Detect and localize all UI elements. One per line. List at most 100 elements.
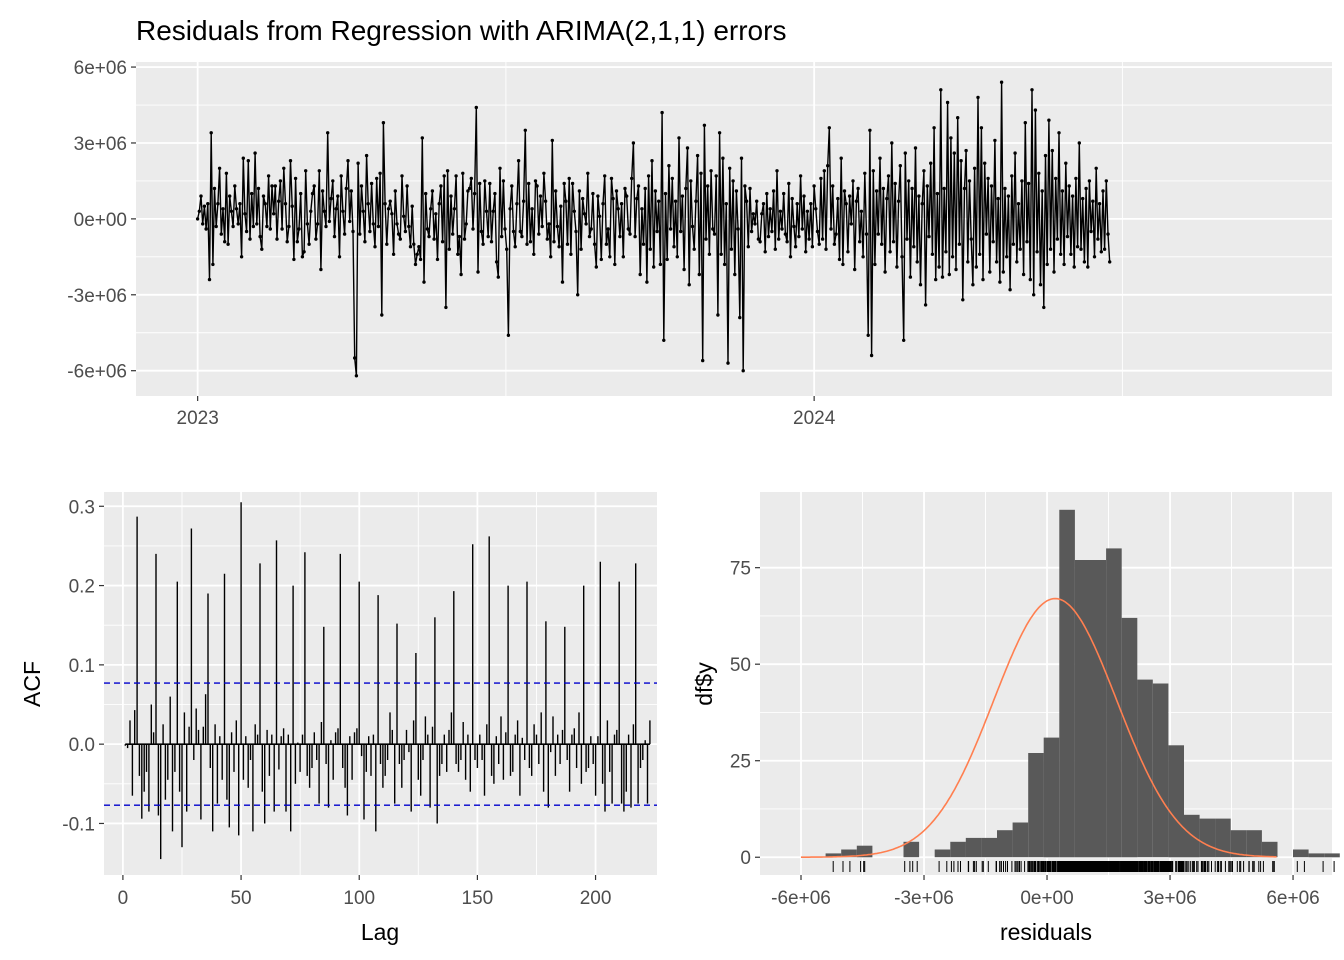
- residual-point: [319, 267, 323, 272]
- residual-point: [807, 237, 811, 241]
- residual-point: [655, 229, 659, 234]
- residual-point: [1043, 153, 1048, 158]
- residual-point: [827, 126, 831, 130]
- residual-point: [576, 293, 580, 297]
- residual-point: [971, 283, 975, 287]
- residual-point: [201, 222, 205, 226]
- residual-point: [351, 229, 355, 234]
- residual-point: [515, 202, 519, 206]
- residual-point: [295, 240, 299, 244]
- residual-point: [489, 240, 494, 244]
- residual-point: [1057, 131, 1061, 135]
- histogram-bar: [1215, 818, 1231, 858]
- histogram-bar: [1308, 853, 1325, 858]
- residual-point: [826, 164, 830, 168]
- residual-point: [692, 247, 696, 251]
- residual-point: [773, 247, 777, 251]
- residual-point: [363, 240, 367, 244]
- residual-point: [743, 184, 747, 188]
- residual-point: [229, 209, 234, 213]
- residual-point: [753, 222, 757, 226]
- residual-point: [672, 245, 676, 249]
- residual-point: [964, 148, 968, 153]
- residual-point: [535, 184, 539, 188]
- residual-point: [1047, 118, 1051, 122]
- residual-point: [336, 194, 340, 198]
- residual-point: [364, 153, 369, 158]
- residual-point: [1018, 247, 1022, 251]
- residual-point: [768, 207, 772, 211]
- residual-point: [244, 229, 249, 234]
- residual-point: [459, 272, 463, 277]
- residual-point: [557, 245, 561, 249]
- residual-point: [944, 250, 948, 254]
- residual-point: [668, 227, 673, 231]
- residual-point: [966, 260, 970, 264]
- y-tick-label: 50: [730, 655, 751, 676]
- residual-point: [863, 171, 867, 175]
- residual-point: [263, 202, 267, 206]
- residual-point: [939, 88, 943, 92]
- residual-point: [317, 169, 321, 173]
- residual-point: [917, 194, 921, 198]
- residual-point: [1059, 252, 1063, 256]
- residual-point: [511, 229, 516, 234]
- residual-point: [626, 227, 630, 231]
- residual-point: [788, 255, 793, 259]
- residual-point: [521, 199, 526, 203]
- residual-point: [427, 234, 431, 239]
- residual-point: [288, 159, 293, 163]
- residual-point: [346, 159, 350, 163]
- residual-point: [373, 245, 377, 249]
- residual-point: [756, 237, 761, 241]
- residual-point: [677, 136, 681, 140]
- residual-point: [353, 356, 357, 360]
- residual-point: [310, 191, 315, 196]
- histogram-bar: [841, 849, 857, 858]
- residual-point: [616, 207, 620, 211]
- acf-ticks: 0.3 0.2 0.1 0.0 -0.1 0 50 100 150 200: [62, 497, 611, 909]
- residual-point: [287, 224, 291, 229]
- residual-point: [741, 369, 745, 373]
- residual-point: [549, 255, 553, 259]
- residual-point: [657, 199, 661, 203]
- residual-point: [586, 171, 590, 175]
- residual-point: [299, 191, 303, 196]
- residual-point: [733, 272, 737, 277]
- residual-point: [1030, 88, 1034, 92]
- residual-point: [236, 222, 240, 226]
- residual-point: [824, 247, 828, 251]
- residual-point: [430, 189, 435, 193]
- residual-point: [545, 237, 549, 241]
- residual-point: [983, 161, 987, 165]
- residual-point: [361, 209, 365, 213]
- residual-point: [221, 207, 225, 211]
- residual-point: [908, 275, 913, 279]
- residual-point: [993, 138, 997, 143]
- residual-point: [675, 255, 679, 259]
- y-tick-label: 75: [730, 559, 751, 580]
- residual-point: [1040, 189, 1044, 193]
- histogram-bar: [1324, 853, 1340, 858]
- residual-point: [241, 156, 245, 160]
- residual-point: [476, 270, 480, 274]
- residual-point: [250, 191, 254, 196]
- residual-point: [814, 207, 818, 211]
- residual-point: [532, 252, 536, 256]
- residual-point: [979, 126, 984, 130]
- residual-point: [376, 224, 381, 229]
- residual-point: [314, 237, 318, 241]
- histogram-bar: [1199, 818, 1216, 858]
- residual-point: [820, 237, 825, 241]
- residual-point: [856, 186, 860, 191]
- residual-point: [246, 159, 250, 163]
- residual-point: [653, 189, 658, 193]
- residual-point: [831, 184, 835, 188]
- residual-point: [695, 153, 700, 158]
- x-tick-label: 3e+06: [1143, 888, 1196, 909]
- histogram-bar: [934, 849, 951, 858]
- residual-point: [429, 207, 433, 211]
- residual-point: [456, 252, 460, 256]
- residual-point: [1094, 166, 1098, 170]
